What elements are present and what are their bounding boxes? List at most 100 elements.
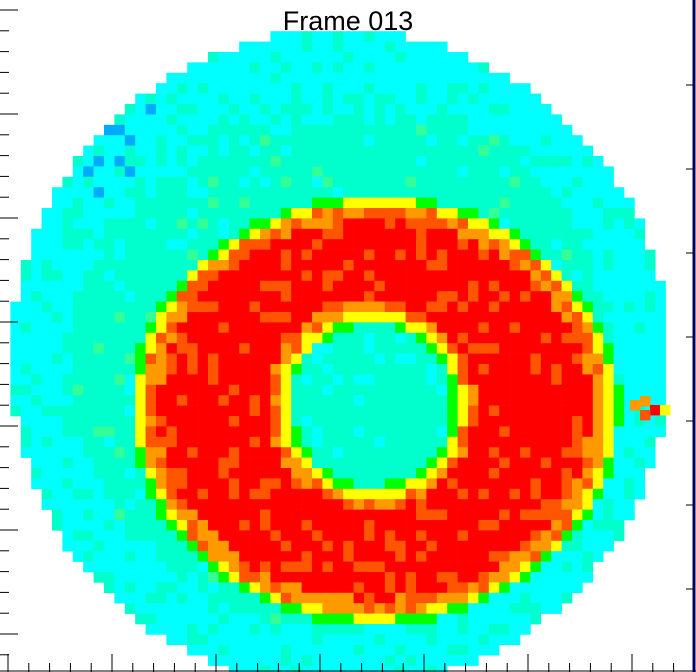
heatmap-cell — [332, 187, 344, 198]
heatmap-cell — [166, 624, 178, 635]
heatmap-cell — [156, 260, 167, 271]
heatmap-cell — [551, 468, 562, 479]
heatmap-cell — [20, 416, 32, 427]
heatmap-cell — [540, 249, 552, 261]
heatmap-cell — [301, 655, 313, 666]
heatmap-cell — [156, 603, 167, 614]
heatmap-cell — [551, 540, 562, 552]
heatmap-cell — [644, 280, 656, 292]
heatmap-cell — [124, 280, 136, 292]
heatmap-cell — [499, 93, 510, 105]
heatmap-cell — [280, 197, 292, 209]
heatmap-cell — [93, 291, 105, 302]
heatmap-cell — [457, 291, 469, 302]
heatmap-cell — [613, 353, 625, 365]
heatmap-cell — [176, 124, 188, 136]
heatmap-cell — [457, 62, 469, 74]
heatmap-cell — [488, 530, 500, 542]
heatmap-cell — [187, 509, 198, 521]
heatmap-cell — [218, 582, 230, 594]
heatmap-cell — [208, 395, 219, 406]
heatmap-cell — [72, 416, 84, 427]
heatmap-cell — [457, 416, 469, 427]
heatmap-cell — [187, 634, 198, 646]
heatmap-cell — [93, 540, 105, 552]
heatmap-cell — [499, 322, 510, 334]
heatmap-cell — [135, 364, 146, 375]
heatmap-cell — [228, 280, 240, 292]
heatmap-cell — [124, 135, 136, 146]
heatmap-cell — [332, 104, 344, 115]
heatmap-cell — [249, 364, 261, 375]
heatmap-cell — [499, 426, 510, 438]
heatmap-cell — [624, 499, 635, 510]
heatmap-cell — [592, 468, 604, 479]
heatmap-cell — [62, 280, 74, 292]
heatmap-cell — [228, 156, 240, 167]
heatmap-cell — [187, 187, 198, 198]
heatmap-cell — [457, 270, 469, 282]
heatmap-cell — [93, 156, 105, 167]
heatmap-cell — [332, 166, 344, 178]
heatmap-cell — [447, 135, 458, 146]
heatmap-cell — [530, 145, 542, 157]
heatmap-cell — [72, 270, 84, 282]
heatmap-cell — [509, 176, 521, 188]
heatmap-cell — [312, 426, 323, 438]
heatmap-cell — [572, 332, 583, 344]
heatmap-cell — [228, 218, 240, 230]
heatmap-cell — [301, 124, 313, 136]
heatmap-cell — [301, 374, 313, 386]
heatmap-cell — [364, 249, 375, 261]
heatmap-cell — [488, 478, 500, 490]
heatmap-cell — [374, 540, 386, 552]
heatmap-cell — [270, 665, 282, 672]
heatmap-cell — [332, 353, 344, 365]
heatmap-cell — [52, 520, 63, 531]
heatmap-cell — [291, 644, 302, 656]
heatmap-cell — [72, 187, 84, 198]
heatmap-cell — [530, 301, 542, 313]
heatmap-cell — [353, 187, 365, 198]
heatmap-cell — [488, 520, 500, 531]
heatmap-cell — [416, 270, 427, 282]
heatmap-cell — [364, 218, 375, 230]
heatmap-cell — [52, 239, 63, 250]
heatmap-cell — [509, 312, 521, 323]
heatmap-cell — [239, 395, 250, 406]
heatmap-cell — [249, 613, 261, 625]
heatmap-cell — [447, 499, 458, 510]
heatmap-cell — [239, 228, 250, 240]
heatmap-cell — [364, 332, 375, 344]
heatmap-cell — [156, 405, 167, 417]
heatmap-cell — [114, 135, 126, 146]
heatmap-cell — [322, 478, 334, 490]
heatmap-cell — [353, 332, 365, 344]
heatmap-cell — [426, 332, 438, 344]
heatmap-cell — [301, 228, 313, 240]
heatmap-cell — [291, 291, 302, 302]
heatmap-cell — [613, 260, 625, 271]
heatmap-cell — [416, 520, 427, 531]
heatmap-cell — [270, 582, 282, 594]
heatmap-cell — [41, 364, 53, 375]
heatmap-cell — [353, 520, 365, 531]
heatmap-cell — [197, 322, 209, 334]
heatmap-cell — [592, 166, 604, 178]
heatmap-cell — [364, 104, 375, 115]
heatmap-cell — [104, 551, 115, 562]
heatmap-cell — [572, 291, 583, 302]
heatmap-cell — [395, 374, 406, 386]
heatmap-cell — [572, 530, 583, 542]
heatmap-cell — [322, 468, 334, 479]
heatmap-cell — [603, 416, 614, 427]
heatmap-cell — [218, 436, 230, 448]
heatmap-cell — [280, 426, 292, 438]
heatmap-cell — [436, 228, 448, 240]
heatmap-cell — [551, 530, 562, 542]
heatmap-cell — [260, 93, 271, 105]
heatmap-cell — [499, 582, 510, 594]
heatmap-cell — [270, 416, 282, 427]
heatmap-cell — [280, 280, 292, 292]
heatmap-cell — [260, 644, 271, 656]
